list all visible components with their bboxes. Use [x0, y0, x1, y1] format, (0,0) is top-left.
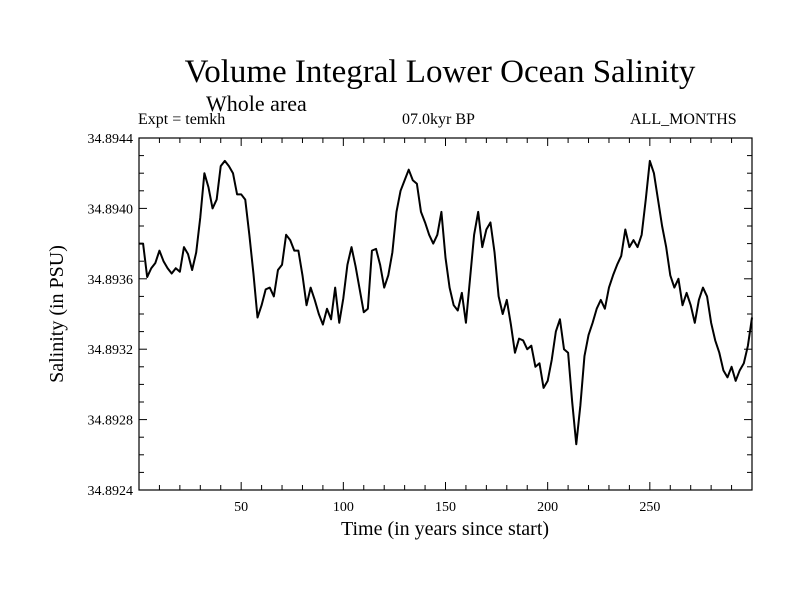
- y-tick-label: 34.8928: [88, 414, 134, 429]
- x-tick-label: 150: [435, 500, 456, 515]
- period-label: 07.0kyr BP: [402, 111, 475, 128]
- series-line: [139, 159, 753, 446]
- x-tick-label: 100: [333, 500, 354, 515]
- x-tick-label: 200: [537, 500, 558, 515]
- plot-frame: [138, 137, 753, 491]
- y-tick-label: 34.8944: [88, 132, 134, 147]
- y-tick-label: 34.8932: [88, 343, 134, 358]
- chart-title: Volume Integral Lower Ocean Salinity: [184, 54, 696, 90]
- axis-ticks: [139, 137, 752, 491]
- y-tick-label: 34.8940: [88, 202, 134, 217]
- y-tick-label: 34.8936: [88, 273, 134, 288]
- x-axis-label: Time (in years since start): [341, 518, 549, 540]
- y-axis-label: Salinity (in PSU): [46, 245, 68, 383]
- y-tick-label: 34.8924: [88, 484, 134, 499]
- axis-tick-labels: 50 100 150 200 250 34.8924 34.8928 34.8932 34.89…: [88, 132, 661, 515]
- x-tick-label: 50: [234, 500, 248, 515]
- chart-subtitle: Whole area: [206, 91, 307, 116]
- x-tick-label: 250: [639, 500, 660, 515]
- experiment-label: Expt = temkh: [138, 111, 226, 128]
- months-label: ALL_MONTHS: [630, 111, 737, 128]
